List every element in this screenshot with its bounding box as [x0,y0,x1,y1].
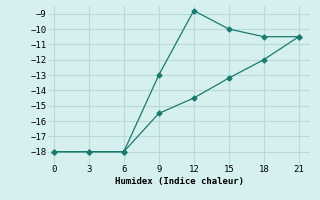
X-axis label: Humidex (Indice chaleur): Humidex (Indice chaleur) [115,177,244,186]
